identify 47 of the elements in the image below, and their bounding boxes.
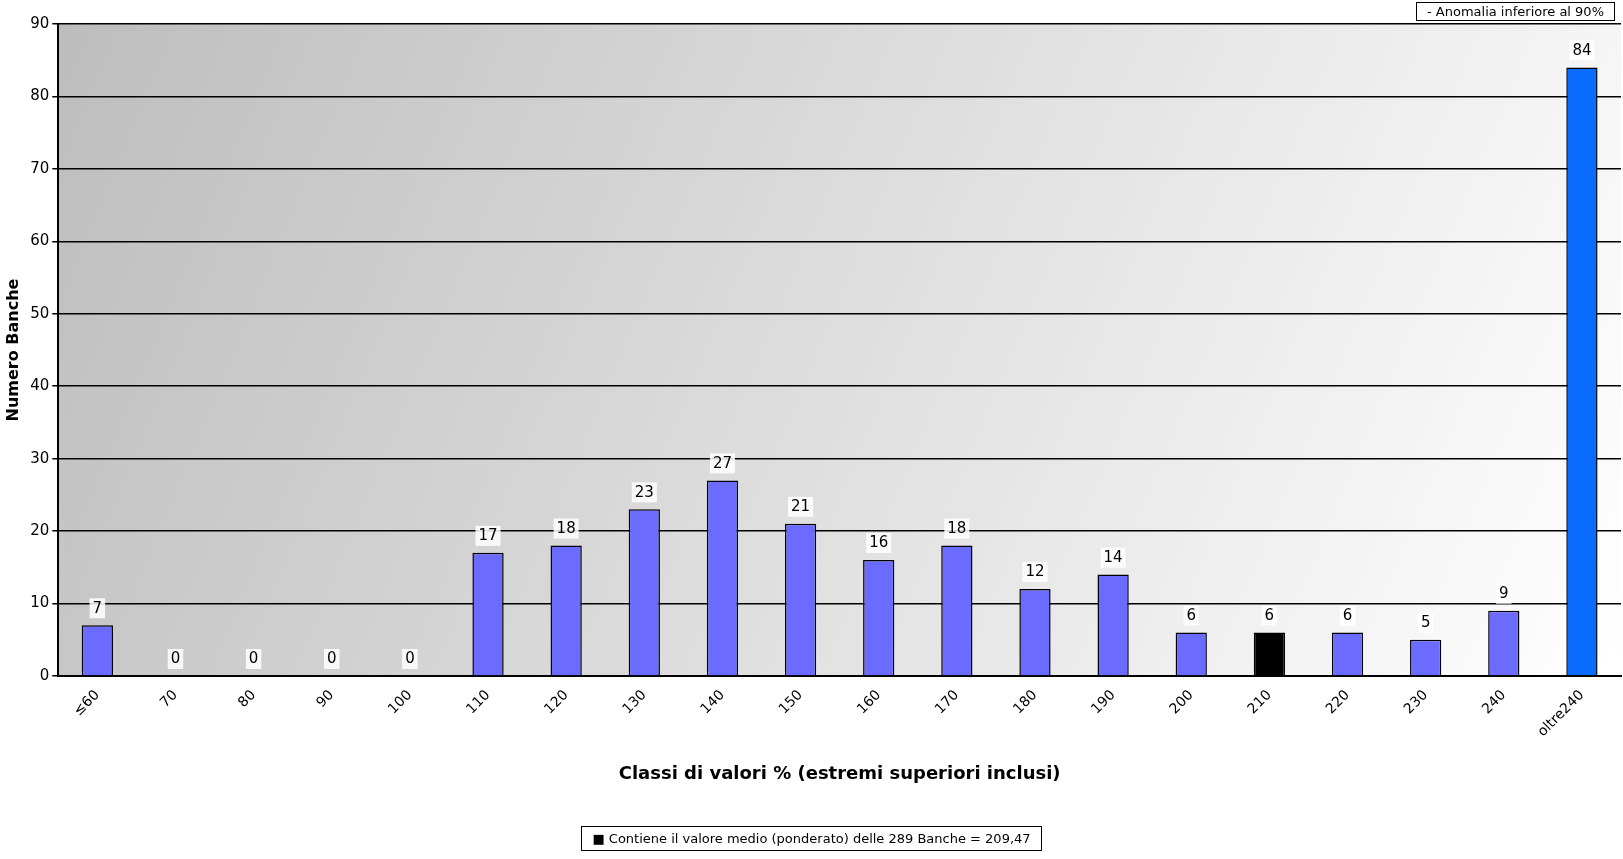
data-label: 6 (1342, 605, 1353, 624)
data-label: 18 (947, 518, 967, 537)
data-label: 23 (634, 482, 654, 501)
y-axis-title: Numero Banche (2, 278, 22, 422)
data-label: 16 (869, 533, 889, 552)
data-label: 7 (92, 598, 103, 617)
x-tick-label: 70 (156, 686, 181, 711)
y-tick-label: 60 (30, 231, 50, 250)
data-label: 12 (1025, 562, 1045, 581)
x-tick-label: 80 (234, 686, 259, 711)
data-label: 6 (1186, 605, 1197, 624)
data-label: 0 (405, 649, 415, 668)
x-tick-label: 100 (384, 686, 415, 717)
data-label: 0 (326, 649, 337, 668)
data-label: 21 (791, 497, 811, 516)
data-label: 17 (478, 526, 498, 545)
y-tick-label: 10 (30, 593, 50, 612)
x-tick-label: 110 (462, 686, 493, 717)
x-tick-label: 130 (618, 686, 649, 717)
y-tick-label: 40 (30, 376, 50, 395)
x-tick-label: 180 (1009, 686, 1040, 717)
data-label: 0 (170, 649, 181, 668)
text: - Anomalia inferiore al 90% (1416, 2, 1615, 21)
y-tick-label: 0 (39, 665, 50, 684)
y-tick-label: 80 (30, 86, 50, 105)
data-label: 9 (1499, 584, 1509, 603)
y-tick-label: 70 (30, 158, 50, 177)
y-tick-label: 90 (30, 13, 50, 32)
data-label: 27 (712, 453, 732, 472)
y-tick-label: 50 (30, 303, 50, 322)
x-tick-label: 170 (931, 686, 962, 717)
y-tick-label: 30 (30, 448, 50, 467)
x-axis-title: Classi di valori % (estremi superiori inclusi) (618, 761, 1061, 783)
data-label: 5 (1420, 613, 1431, 632)
data-label: 14 (1103, 547, 1123, 566)
data-label: 84 (1572, 40, 1592, 59)
x-tick-label: 140 (696, 686, 728, 717)
x-tick-label: 150 (775, 686, 806, 717)
text: ■ Contiene il valore medio (ponderato) delle 289 Banche = 209,47 (581, 826, 1042, 851)
data-label: 18 (556, 518, 576, 537)
data-label: 0 (248, 649, 259, 668)
y-tick-label: 20 (30, 521, 50, 539)
x-tick-label: 160 (853, 686, 884, 717)
data-label: 6 (1264, 605, 1275, 624)
x-tick-label: 90 (312, 686, 337, 711)
x-tick-label: 120 (540, 686, 571, 717)
x-tick-label: 190 (1087, 686, 1118, 717)
